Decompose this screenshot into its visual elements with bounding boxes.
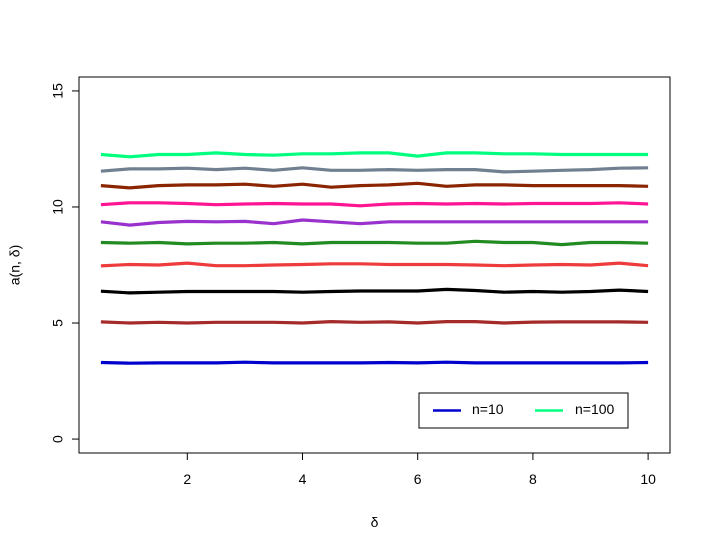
- x-axis-title: δ: [371, 514, 379, 530]
- series-line-5: [100, 239, 649, 247]
- x-axis: 2 4 6 8 10: [183, 453, 656, 487]
- x-tick-label: 6: [414, 471, 422, 487]
- series-line-7: [100, 201, 649, 208]
- series-line-6: [100, 218, 649, 227]
- y-tick-label: 0: [50, 435, 66, 443]
- series-line-2: [100, 320, 649, 325]
- legend: n=10 n=100: [418, 392, 629, 429]
- x-tick-label: 4: [299, 471, 307, 487]
- legend-box: [418, 392, 629, 429]
- y-axis-title: a(n, δ): [7, 245, 23, 285]
- series-layer: [100, 151, 649, 365]
- series-line-8: [100, 181, 649, 190]
- y-tick-label: 10: [50, 199, 66, 215]
- series-line-1: [100, 360, 649, 365]
- y-tick-label: 15: [50, 83, 66, 99]
- legend-label-n100: n=100: [575, 401, 615, 417]
- series-line-10: [100, 151, 649, 159]
- y-tick-label: 5: [50, 319, 66, 327]
- legend-label-n10: n=10: [472, 401, 504, 417]
- x-tick-label: 2: [183, 471, 191, 487]
- x-tick-label: 8: [529, 471, 537, 487]
- y-axis: 0 5 10 15: [50, 83, 79, 443]
- series-line-4: [100, 261, 649, 268]
- x-tick-label: 10: [640, 471, 656, 487]
- series-line-9: [100, 166, 649, 174]
- plot-frame: [78, 76, 671, 454]
- series-line-3: [100, 287, 649, 295]
